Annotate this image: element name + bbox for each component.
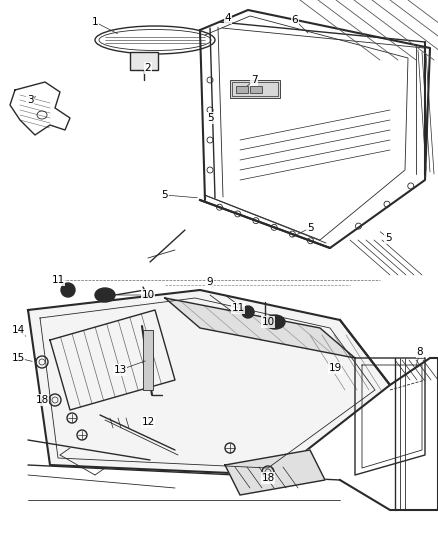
Ellipse shape (270, 319, 280, 326)
Text: 9: 9 (207, 277, 213, 287)
Bar (236, 86, 248, 93)
Text: 19: 19 (328, 363, 342, 373)
Text: 8: 8 (417, 347, 423, 357)
Ellipse shape (265, 315, 285, 329)
Text: 5: 5 (307, 223, 313, 233)
Text: 1: 1 (92, 17, 98, 27)
Text: 18: 18 (261, 473, 275, 483)
Ellipse shape (242, 306, 254, 318)
Text: 4: 4 (225, 13, 231, 23)
Text: 11: 11 (231, 303, 245, 313)
Polygon shape (225, 450, 325, 495)
Text: 5: 5 (207, 113, 213, 123)
Text: 10: 10 (141, 290, 155, 300)
Ellipse shape (245, 309, 251, 315)
Text: 5: 5 (162, 190, 168, 200)
Bar (250, 86, 262, 93)
Ellipse shape (61, 283, 75, 297)
Text: 12: 12 (141, 417, 155, 427)
Text: 11: 11 (51, 275, 65, 285)
Text: 5: 5 (385, 233, 391, 243)
Bar (230, 80, 280, 98)
Ellipse shape (100, 292, 110, 298)
Text: 6: 6 (292, 15, 298, 25)
Polygon shape (165, 298, 355, 358)
Text: 18: 18 (35, 395, 49, 405)
Ellipse shape (65, 287, 71, 293)
Bar (130, 52, 158, 70)
Polygon shape (28, 290, 390, 475)
Ellipse shape (95, 288, 115, 302)
Text: 10: 10 (261, 317, 275, 327)
Text: 14: 14 (11, 325, 25, 335)
Text: 2: 2 (145, 63, 151, 73)
Text: 13: 13 (113, 365, 127, 375)
Text: 7: 7 (251, 75, 257, 85)
Bar (232, 82, 278, 96)
Text: 15: 15 (11, 353, 25, 363)
Text: 3: 3 (27, 95, 33, 105)
Bar (143, 330, 153, 390)
